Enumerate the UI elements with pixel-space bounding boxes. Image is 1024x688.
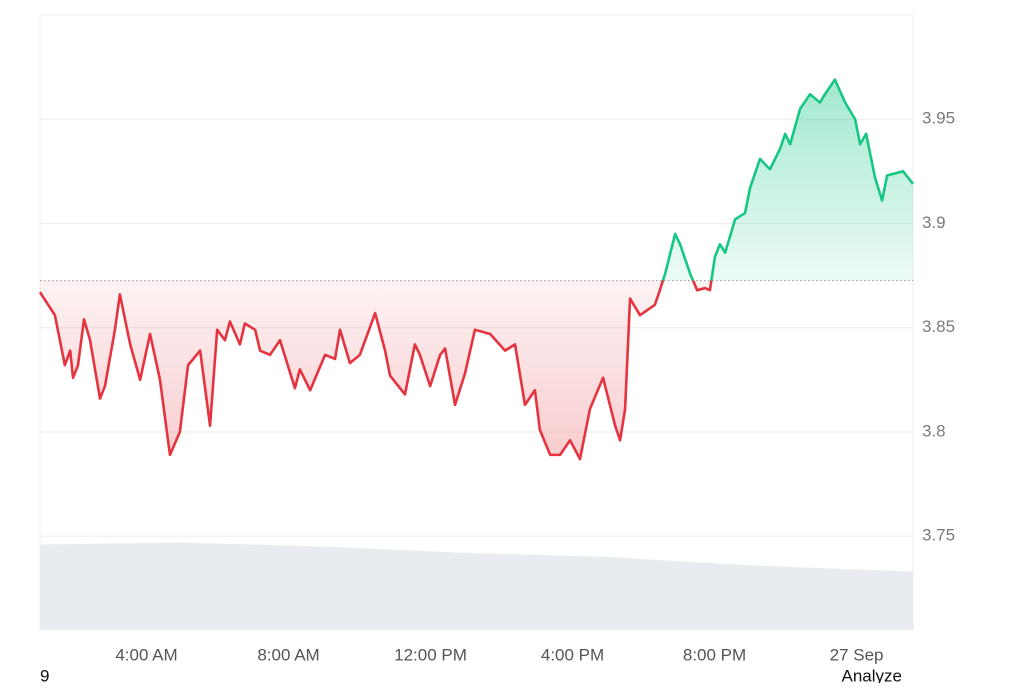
footer-right[interactable]: Analyze	[842, 666, 902, 685]
y-tick-label: 3.75	[922, 526, 955, 545]
price-line	[38, 78, 915, 461]
x-tick-label: 27 Sep	[830, 645, 884, 664]
y-tick-label: 3.95	[922, 109, 955, 128]
x-tick-label: 4:00 AM	[115, 645, 177, 664]
x-tick-label: 8:00 AM	[257, 645, 319, 664]
volume-area	[40, 542, 913, 630]
y-tick-label: 3.85	[922, 317, 955, 336]
price-area	[40, 79, 913, 460]
y-tick-label: 3.8	[922, 421, 946, 440]
x-tick-label: 8:00 PM	[683, 645, 746, 664]
footer-left: 9	[40, 666, 49, 683]
x-tick-label: 4:00 PM	[541, 645, 604, 664]
y-tick-label: 3.9	[922, 213, 946, 232]
x-tick-label: 12:00 PM	[394, 645, 467, 664]
